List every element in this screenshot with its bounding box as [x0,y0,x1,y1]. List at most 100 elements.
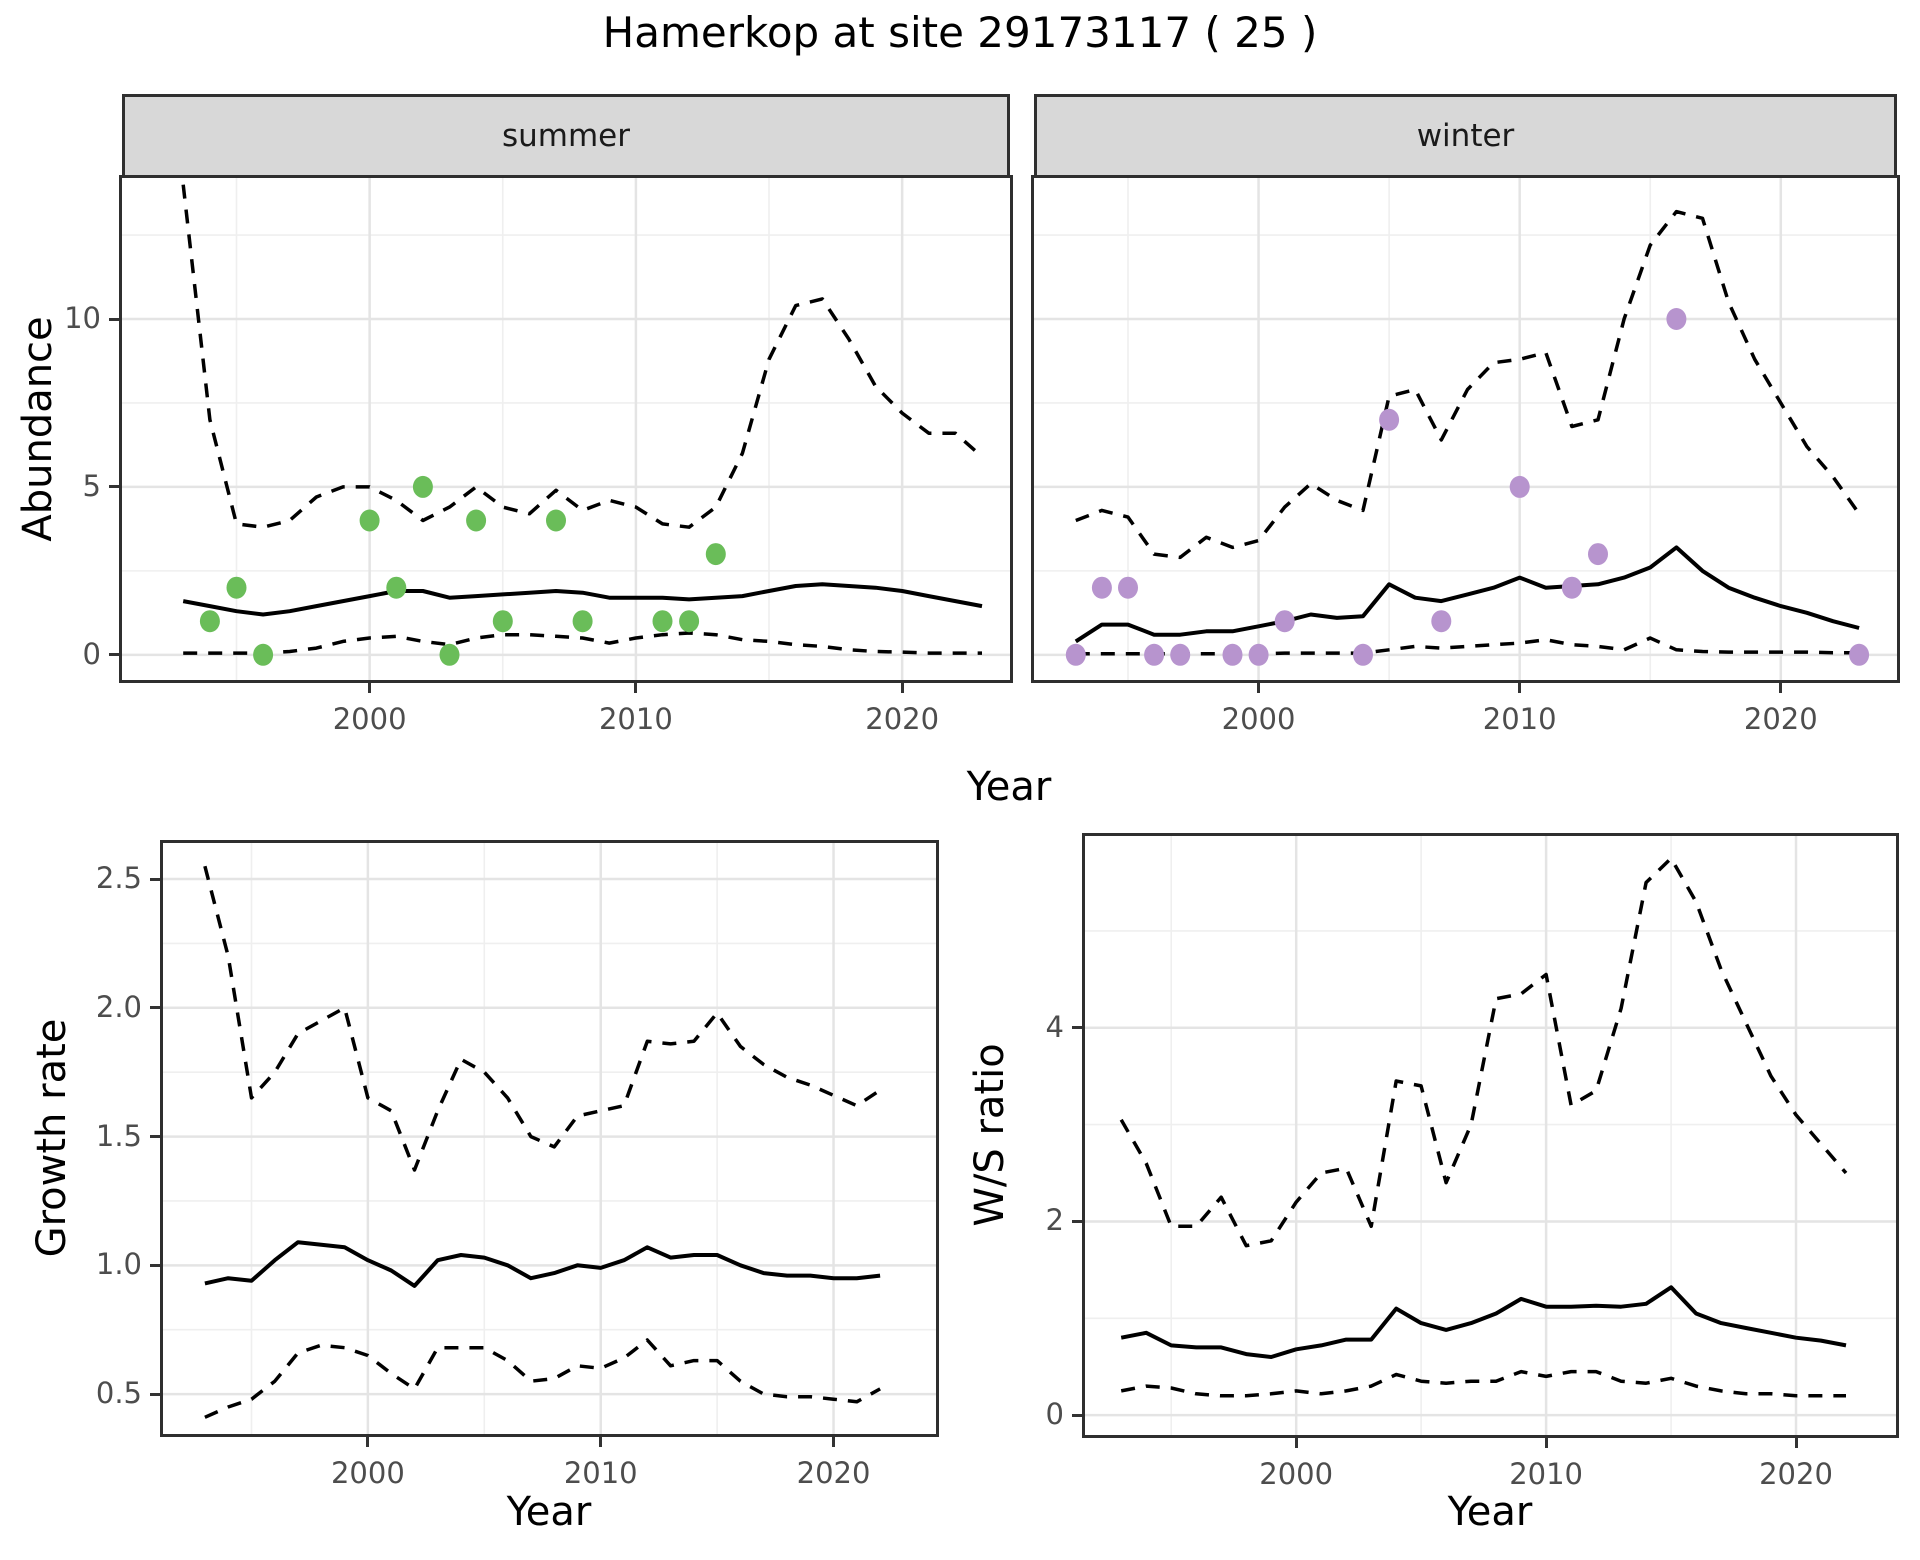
data-point [1065,643,1086,666]
ws-ratio-plot-area [1082,833,1899,1438]
data-point [1353,643,1373,666]
median-line [204,1240,881,1288]
data-point [705,543,726,566]
y-tick-label: 1.5 [95,1118,142,1153]
x-tick-label: 2020 [796,1456,871,1490]
y-tick-label: 4 [1045,1009,1064,1044]
data-point [546,509,566,532]
data-point [1379,408,1400,431]
data-point [359,509,380,532]
data-point [466,509,487,532]
x-tick-label: 2000 [1259,1457,1334,1491]
x-tick-mark [1794,1438,1798,1448]
x-tick-mark [1544,1438,1548,1448]
y-tick-label: 10 [64,301,101,336]
data-point [253,643,274,666]
y-tick-label: 2 [1045,1203,1064,1238]
y-tick-mark [109,317,119,321]
y-tick-mark [150,1006,160,1010]
data-point [1666,308,1687,330]
facet-strip-summer-label: summer [501,118,630,154]
y-tick-label: 0.5 [95,1376,142,1411]
data-point [1170,643,1191,666]
data-point [386,576,407,599]
x-tick-mark [634,683,638,693]
y-axis-title-abundance: Abundance [15,316,61,542]
gridlines [1034,178,1897,680]
data-point [1509,475,1530,498]
data-point [572,610,593,633]
x-axis-title-year-growth: Year [506,1489,592,1535]
x-tick-label: 2020 [1759,1457,1833,1491]
data-point [1222,643,1243,666]
y-tick-label: 0 [1045,1397,1064,1432]
y-tick-mark [150,1263,160,1267]
median-line [1074,545,1860,644]
lower_ci-line [1120,1369,1846,1398]
median-line [1120,1285,1847,1359]
x-tick-label: 2010 [1509,1457,1583,1491]
y-tick-label: 5 [82,468,101,503]
data-point [412,475,433,498]
y-tick-label: 1.0 [95,1247,142,1282]
data-point [1431,610,1452,633]
x-tick-label: 2010 [598,702,673,736]
lower_ci-line [1075,636,1860,656]
data-point [1588,543,1608,566]
x-tick-mark [1294,1438,1298,1448]
median-line [182,582,983,617]
x-tick-mark [900,683,904,693]
data-point [492,610,513,633]
x-tick-label: 2010 [1482,702,1557,736]
data-point [1849,643,1870,666]
y-tick-label: 0 [82,636,101,671]
x-tick-label: 2000 [332,702,407,736]
data-point [226,576,247,599]
data-point [1561,576,1582,599]
x-tick-label: 2020 [1743,702,1818,736]
data-point [1274,610,1295,633]
lower_ci-line [183,631,982,655]
data-point [1091,576,1112,599]
data-point [1248,643,1269,666]
y-tick-mark [1072,1413,1082,1417]
x-axis-title-year-top: Year [966,764,1052,810]
x-tick-label: 2020 [865,702,940,736]
x-tick-label: 2000 [330,1456,405,1490]
data-point [652,610,673,633]
abundance-winter-plot-area [1031,175,1900,683]
y-tick-label: 2.5 [95,861,142,896]
upper_ci-line [203,865,882,1172]
upper_ci-line [181,184,984,529]
facet-strip-winter-label: winter [1416,118,1515,154]
y-tick-mark [1072,1219,1082,1223]
chart-title: Hamerkop at site 29173117 ( 25 ) [602,8,1318,57]
x-tick-mark [368,683,372,693]
y-axis-title-ws: W/S ratio [967,1043,1013,1227]
observation-points [199,475,726,666]
data-point [199,610,220,633]
y-tick-mark [150,1392,160,1396]
y-tick-mark [1072,1026,1082,1030]
growth-rate-plot-area [160,840,939,1437]
upper_ci-line [1119,856,1848,1248]
lower_ci-line [204,1338,881,1419]
y-tick-mark [150,1135,160,1139]
y-tick-mark [109,485,119,489]
data-point [1144,643,1165,666]
data-point [679,610,700,633]
data-point [439,643,460,666]
observation-points [1065,308,1870,666]
y-tick-mark [109,653,119,657]
upper_ci-line [1075,209,1861,560]
x-tick-mark [1779,683,1783,693]
y-tick-label: 2.0 [95,989,142,1024]
gridlines [163,843,936,1434]
x-tick-mark [832,1437,836,1447]
x-tick-label: 2000 [1221,702,1296,736]
x-tick-label: 2010 [563,1456,638,1490]
gridlines [1085,836,1896,1435]
x-tick-mark [1257,683,1261,693]
abundance-summer-plot-area [119,175,1013,683]
